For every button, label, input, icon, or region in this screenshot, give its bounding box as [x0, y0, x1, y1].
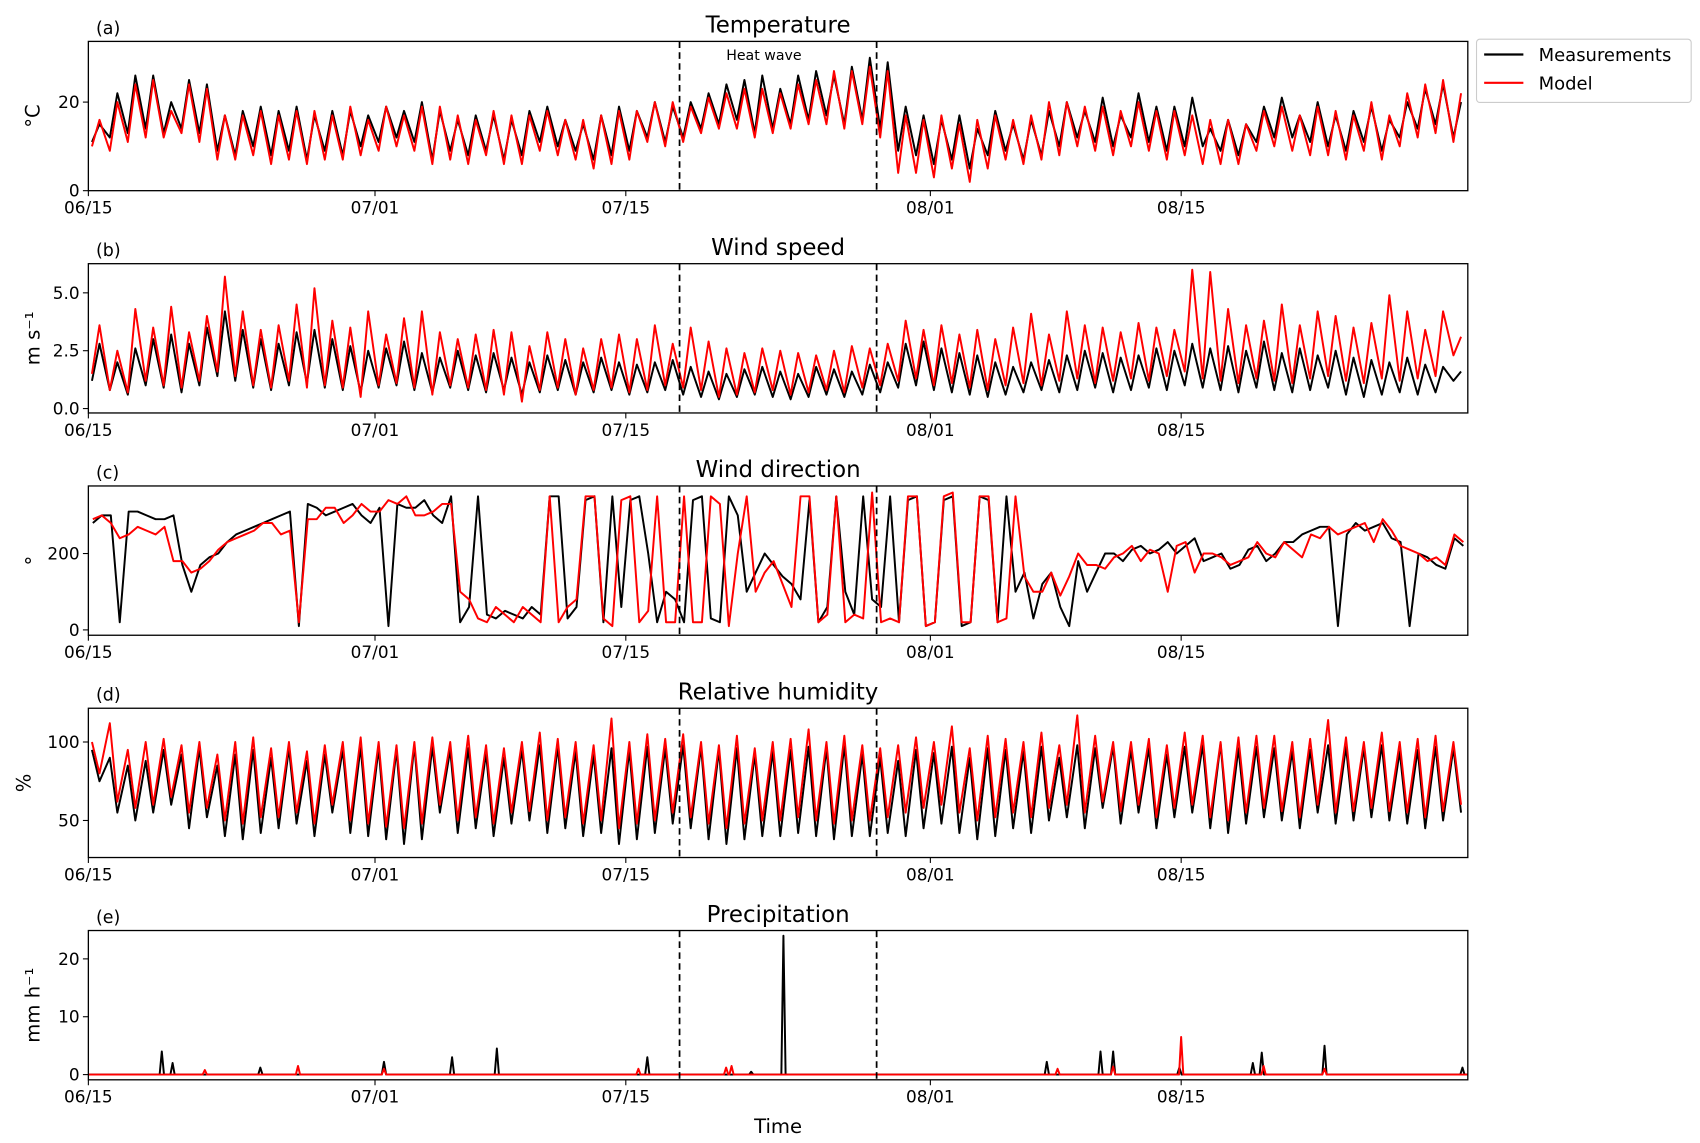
- x-tick-label: 07/15: [601, 1087, 650, 1107]
- series-line-model: [91, 714, 1463, 830]
- panel-precipitation: 06/15 07/01 07/15 08/01 08/15 0 10 20 Precipitat…: [21, 902, 1469, 1107]
- legend-label-measurements: Measurements: [1539, 45, 1672, 66]
- x-tick-label: 08/15: [1157, 420, 1206, 440]
- x-tick-label: 06/15: [64, 642, 113, 662]
- y-axis-label: %: [13, 774, 36, 793]
- series-line-measurements: [88, 934, 1468, 1076]
- x-tick-label: 07/01: [351, 642, 400, 662]
- axes-frame: [87, 707, 1469, 859]
- y-tick-label: 5.0: [53, 283, 80, 303]
- x-tick-label: 06/15: [64, 864, 113, 884]
- panel-title: Wind direction: [696, 457, 861, 483]
- x-tick-label: 08/01: [906, 642, 955, 662]
- panel-title: Temperature: [705, 13, 851, 39]
- x-tick-label: 08/01: [906, 1087, 955, 1107]
- series-line-measurements: [91, 742, 1463, 845]
- series-line-model: [92, 491, 1464, 628]
- y-axis-label: °C: [21, 104, 44, 128]
- y-axis-label: m s⁻¹: [21, 311, 44, 365]
- x-tick-label: 07/15: [601, 420, 650, 440]
- panel-label: (a): [96, 19, 120, 39]
- x-tick-label: 07/01: [351, 864, 400, 884]
- y-tick-label: 20: [58, 949, 79, 969]
- x-tick-label: 06/15: [64, 420, 113, 440]
- series-line-model: [91, 65, 1463, 183]
- y-tick-label: 200: [47, 544, 79, 564]
- panel-relative-humidity: 06/15 07/01 07/15 08/01 08/15 50 100 Relative h…: [13, 680, 1469, 884]
- y-tick-label: 20: [58, 92, 79, 112]
- x-tick-label: 08/01: [906, 198, 955, 218]
- panel-label: (b): [96, 241, 121, 261]
- y-tick-label: 0: [69, 1065, 80, 1085]
- y-tick-label: 0.0: [53, 399, 80, 419]
- panel-title: Wind speed: [711, 235, 845, 261]
- panel-title: Precipitation: [707, 902, 850, 928]
- panel-label: (e): [96, 908, 120, 928]
- y-axis-label: mm h⁻¹: [21, 968, 44, 1043]
- series-line-measurements: [92, 495, 1464, 628]
- axes-frame: [87, 485, 1469, 636]
- x-tick-label: 07/01: [351, 198, 400, 218]
- panel-temperature: 06/15 07/01 07/15 08/01 08/15 0 20 Temperature (…: [21, 13, 1469, 218]
- series-line-model: [88, 1036, 1468, 1076]
- heat-wave-annotation: Heat wave: [726, 48, 801, 64]
- axes-frame: [87, 263, 1469, 414]
- x-tick-label: 07/01: [351, 420, 400, 440]
- y-tick-label: 100: [47, 732, 79, 752]
- y-axis-label: °: [21, 556, 44, 566]
- x-tick-label: 08/15: [1157, 198, 1206, 218]
- legend-label-model: Model: [1539, 73, 1593, 94]
- x-tick-label: 06/15: [64, 198, 113, 218]
- series-line-model: [90, 268, 1462, 403]
- panel-wind-direction: 06/15 07/01 07/15 08/01 08/15 0 200 Wind direct…: [21, 457, 1469, 662]
- panel-label: (c): [96, 463, 119, 483]
- x-tick-label: 08/15: [1157, 864, 1206, 884]
- x-tick-label: 08/15: [1157, 1087, 1206, 1107]
- y-tick-label: 0: [69, 620, 80, 640]
- x-tick-label: 06/15: [64, 1087, 113, 1107]
- x-tick-label: 08/01: [906, 420, 955, 440]
- panel-label: (d): [96, 686, 121, 706]
- y-tick-label: 10: [58, 1007, 79, 1027]
- x-tick-label: 07/01: [351, 1087, 400, 1107]
- y-tick-label: 0: [69, 181, 80, 201]
- legend: Measurements Model: [1475, 38, 1692, 103]
- x-tick-label: 07/15: [601, 864, 650, 884]
- x-tick-label: 07/15: [601, 198, 650, 218]
- panel-title: Relative humidity: [678, 680, 879, 706]
- legend-box: [1475, 38, 1692, 103]
- x-tick-label: 08/15: [1157, 642, 1206, 662]
- axes-frame: [87, 40, 1469, 192]
- axes-frame: [87, 929, 1469, 1081]
- x-tick-label: 07/15: [601, 642, 650, 662]
- x-tick-label: 08/01: [906, 864, 955, 884]
- panel-wind-speed: 06/15 07/01 07/15 08/01 08/15 0.0 2.5 5.0 Wind s…: [21, 235, 1469, 440]
- y-tick-label: 2.5: [53, 341, 80, 361]
- y-tick-label: 50: [58, 810, 79, 830]
- series-line-measurements: [90, 310, 1462, 401]
- x-axis-label: Time: [753, 1115, 802, 1138]
